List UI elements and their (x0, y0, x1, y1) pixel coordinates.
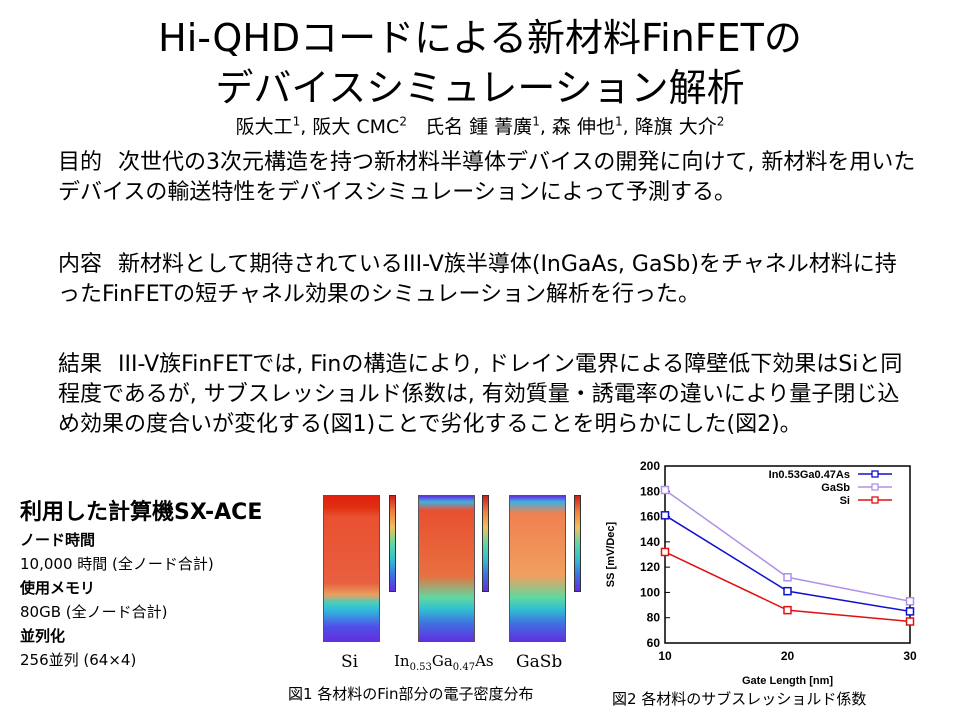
material-si: Si (341, 652, 359, 672)
t: As (475, 652, 494, 670)
author: 森 伸也 (551, 116, 615, 138)
data-point (905, 607, 915, 616)
value: 256並列 (64×4) (20, 651, 137, 669)
section-label: 内容 (58, 252, 103, 277)
data-point (905, 597, 915, 606)
affiliation: 阪大 CMC (312, 116, 400, 138)
legend-label: Si (840, 495, 850, 507)
affiliation: 阪大工 (235, 116, 293, 138)
section-text: 次世代の3次元構造を持つ新材料半導体デバイスの開発に向けて, 新材料を用いたデバ… (58, 150, 916, 205)
section-purpose: 目的 次世代の3次元構造を持つ新材料半導体デバイスの開発に向けて, 新材料を用いた… (58, 148, 918, 208)
legend-marker (871, 470, 879, 478)
x-tick-label: 20 (781, 649, 795, 663)
section-label: 目的 (58, 150, 103, 175)
title-line-1: Hi-QHDコードによる新材料FinFETの (158, 16, 802, 60)
series-line (664, 489, 911, 603)
fin-density-ingaas (418, 495, 475, 642)
computer-title: 利用した計算機SX-ACE (20, 500, 263, 525)
colorbar (574, 495, 581, 592)
data-point (660, 485, 670, 495)
t: In (394, 652, 410, 670)
fin-density-gasb (509, 495, 566, 642)
label: 使用メモリ (20, 579, 96, 597)
sup: 1 (532, 114, 540, 129)
sup: 2 (399, 114, 407, 129)
colorbar (482, 495, 489, 592)
y-tick-label: 140 (640, 535, 660, 549)
legend-marker (871, 483, 879, 491)
fig2-caption: 図2 各材料のサブスレッショルド係数 (612, 690, 867, 708)
y-tick-label: 120 (640, 560, 660, 574)
t: Ga (431, 652, 453, 670)
colorbar (389, 495, 396, 592)
fig1-caption: 図1 各材料のFin部分の電子密度分布 (288, 685, 534, 703)
legend-label: In0.53Ga0.47As (769, 469, 850, 481)
sup: 1 (292, 114, 301, 129)
title-line-2: デバイスシミュレーション解析 (215, 66, 745, 110)
computer-info: 利用した計算機SX-ACE ノード時間 10,000 時間 (全ノード合計) 使… (20, 498, 262, 672)
x-axis-label: Gate Length [nm] (742, 675, 833, 687)
section-text: 新材料として期待されているIII-V族半導体(InGaAs, GaSb)をチャネ… (58, 252, 897, 307)
data-point (660, 547, 670, 557)
fin-density-si (323, 495, 380, 642)
data-point (783, 573, 792, 582)
x-tick-label: 10 (658, 649, 672, 663)
section-label: 結果 (58, 352, 103, 377)
series-line (664, 514, 911, 613)
legend-label: GaSb (821, 482, 850, 494)
y-axis-label: SS [mV/Dec] (605, 521, 617, 587)
y-tick-label: 180 (640, 484, 660, 498)
label: 並列化 (20, 627, 66, 645)
plot-frame (664, 465, 911, 644)
x-tick-label: 30 (903, 649, 917, 663)
t: 0.47 (452, 662, 476, 673)
material-gasb: GaSb (516, 652, 563, 672)
material-ingaas: In0.53Ga0.47As (394, 652, 494, 673)
sup: 2 (716, 114, 725, 129)
data-point (905, 617, 915, 626)
value: 10,000 時間 (全ノード合計) (20, 555, 214, 573)
y-tick-label: 100 (640, 585, 660, 599)
y-tick-label: 200 (640, 459, 660, 473)
section-results: 結果 III-V族FinFETでは, Finの構造により, ドレイン電界による障壁… (58, 350, 918, 440)
ss-chart: 60 80 100 120 140 160 180 200 10 20 30 Gate Length … (605, 459, 917, 687)
section-text: III-V族FinFETでは, Finの構造により, ドレイン電界による障壁低下… (58, 352, 903, 437)
t: 0.53 (409, 662, 432, 673)
y-tick-label: 60 (647, 636, 661, 650)
legend-marker (871, 496, 879, 504)
data-point (783, 605, 792, 615)
label: ノード時間 (20, 531, 96, 549)
data-point (783, 586, 792, 596)
author: 降旗 大介 (634, 116, 717, 138)
section-content: 内容 新材料として期待されているIII-V族半導体(InGaAs, GaSb)をチ… (58, 250, 918, 310)
y-tick-label: 160 (640, 510, 660, 524)
authors: 阪大工1, 阪大 CMC2 氏名 鍾 菁廣1, 森 伸也1, 降旗 大介2 (235, 114, 725, 138)
author: 氏名 鍾 菁廣 (425, 116, 533, 138)
sup: 1 (614, 114, 623, 129)
data-point (660, 511, 670, 520)
value: 80GB (全ノード合計) (20, 603, 168, 621)
y-tick-label: 80 (647, 611, 661, 625)
